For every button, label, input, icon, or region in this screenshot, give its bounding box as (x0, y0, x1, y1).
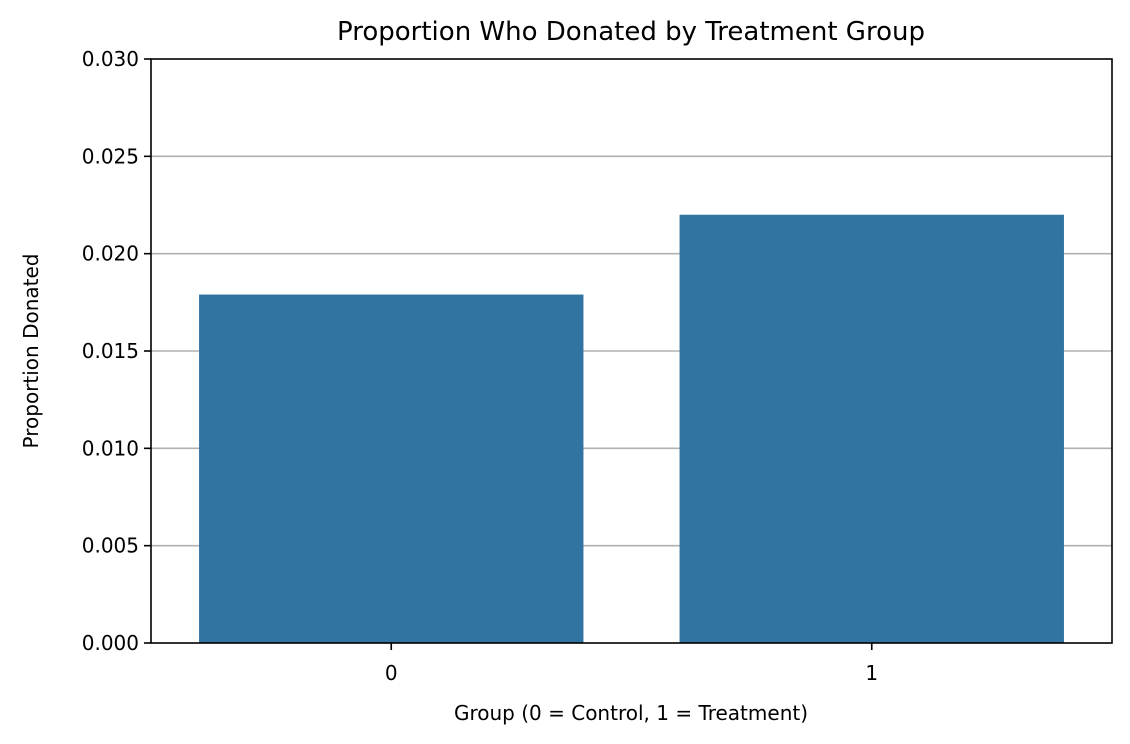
y-tick-label: 0.020 (82, 242, 139, 266)
y-tick-label: 0.005 (82, 534, 139, 558)
y-axis-label: Proportion Donated (19, 254, 43, 449)
bars (199, 214, 1064, 643)
x-tick-label: 1 (865, 661, 878, 685)
chart-title: Proportion Who Donated by Treatment Grou… (337, 17, 925, 47)
y-tick-label: 0.000 (82, 631, 139, 655)
y-tick-label: 0.030 (82, 47, 139, 71)
bar-group-0 (199, 294, 584, 643)
y-tick-label: 0.010 (82, 436, 139, 460)
bar-group-1 (679, 214, 1064, 643)
x-axis-label: Group (0 = Control, 1 = Treatment) (454, 701, 808, 725)
y-axis-ticks: 0.000 0.005 0.010 0.015 0.020 0.025 0.030 (82, 47, 151, 655)
y-tick-label: 0.025 (82, 144, 139, 168)
x-tick-label: 0 (385, 661, 398, 685)
y-tick-label: 0.015 (82, 339, 139, 363)
